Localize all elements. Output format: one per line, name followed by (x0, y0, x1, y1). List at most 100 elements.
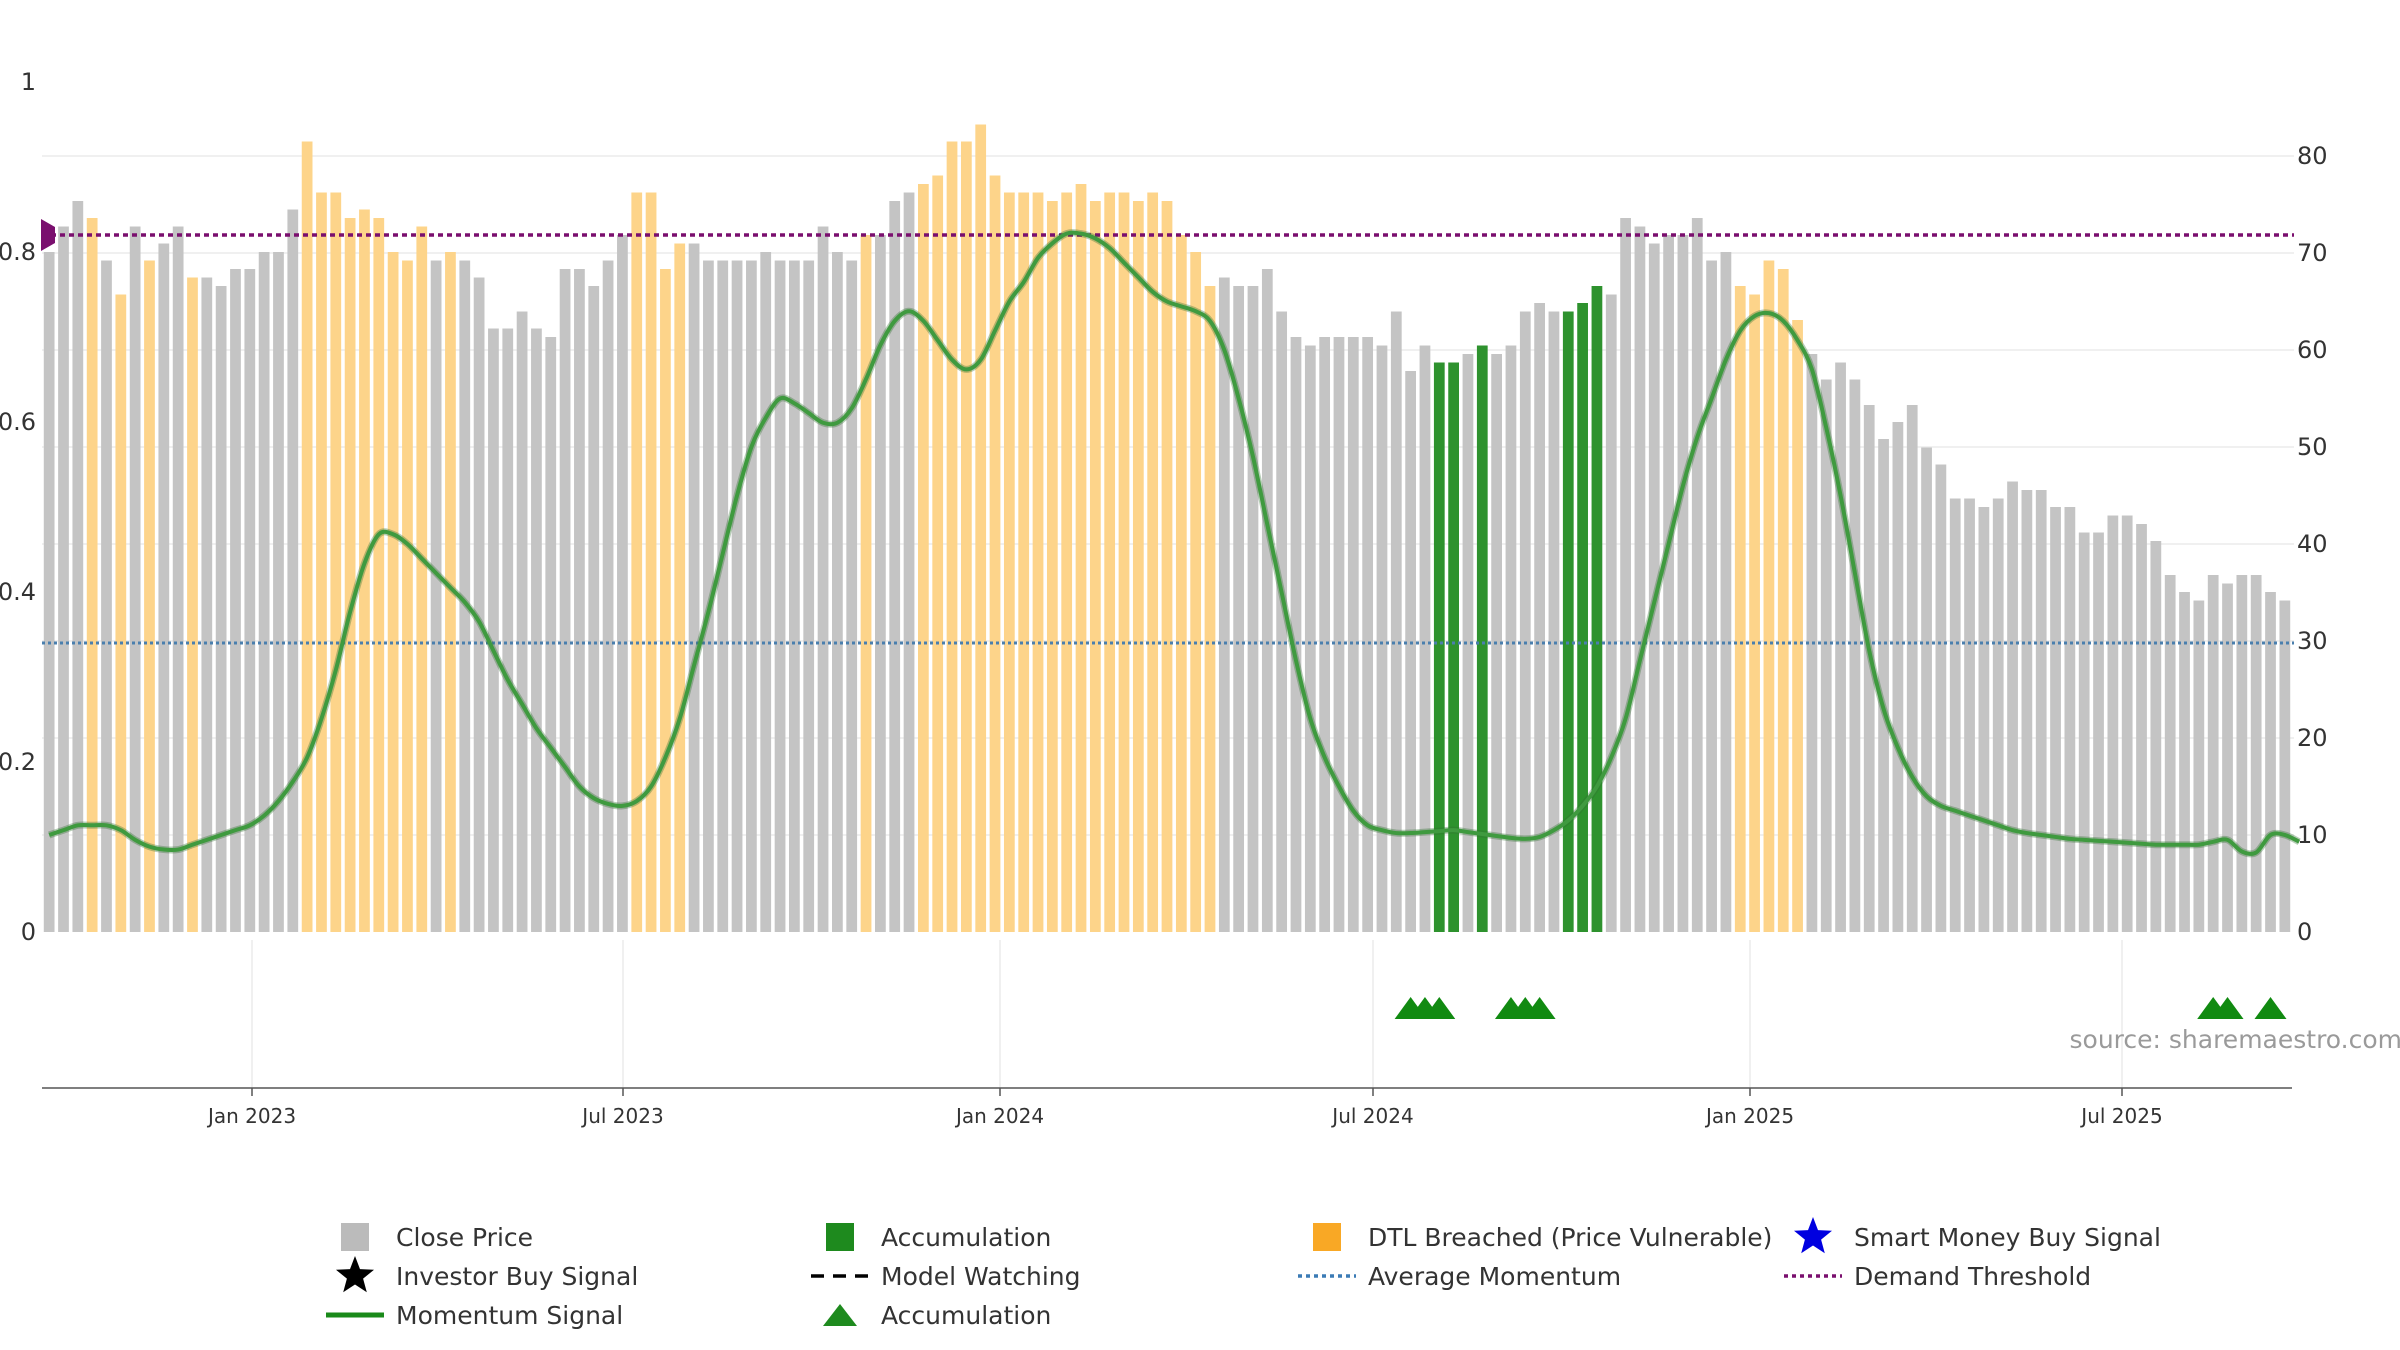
x-axis-tick: Jul 2024 (1330, 1104, 1413, 1128)
close-price-bar (1233, 286, 1245, 932)
close-price-bar (746, 260, 757, 932)
close-price-bar (473, 277, 485, 932)
left-axis-tick: 0.6 (0, 408, 36, 436)
dtl-breached-bar (1003, 192, 1015, 932)
close-price-bar (1333, 337, 1345, 932)
right-axis-tick: 50 (2297, 433, 2328, 461)
legend-label: Close Price (396, 1223, 533, 1252)
close-price-bar (774, 260, 786, 932)
close-price-bar (1921, 447, 1932, 932)
close-price-bar (2021, 490, 2033, 932)
dtl-breached-bar (1032, 192, 1044, 932)
close-price-bar (875, 235, 886, 932)
accumulation-triangle (1423, 997, 1456, 1019)
close-price-bar (58, 226, 69, 932)
x-axis-tick: Jan 2024 (954, 1104, 1044, 1128)
close-price-bar (817, 226, 829, 932)
close-price-bar (2035, 490, 2047, 932)
close-price-bar (1376, 345, 1388, 932)
close-price-bar (43, 252, 55, 932)
momentum-signal-line (48, 230, 2301, 856)
dtl-breached-bar (387, 252, 399, 932)
close-price-bar (273, 252, 284, 932)
close-price-bar (129, 226, 141, 932)
dtl-breached-bar (660, 269, 671, 932)
momentum-signal-series (48, 229, 2301, 858)
close-price-bar (531, 328, 542, 932)
close-price-bar (760, 252, 772, 932)
close-price-bar (258, 252, 270, 932)
close-price-bar (1620, 218, 1631, 932)
close-price-bar (244, 269, 256, 932)
dtl-breached-bar (1749, 294, 1760, 932)
legend-item: Close Price (341, 1223, 533, 1252)
accumulation-bar (1591, 286, 1603, 932)
dtl-breached-bar (187, 277, 198, 932)
legend-label: Accumulation (881, 1301, 1051, 1330)
close-price-bar (2050, 507, 2061, 932)
dtl-breached-bar (960, 141, 972, 932)
accumulation-bar (1476, 345, 1488, 932)
close-price-bar (1419, 345, 1431, 932)
close-price-bar (2179, 592, 2190, 932)
close-price-bar (588, 286, 600, 932)
legend-item: DTL Breached (Price Vulnerable) (1313, 1223, 1772, 1252)
close-price-bar (832, 252, 843, 932)
legend-item: Smart Money Buy Signal (1794, 1217, 2161, 1254)
close-price-bar (1949, 498, 1961, 932)
dtl-breached-bar (1075, 184, 1087, 932)
close-price-bar (1935, 464, 1947, 932)
close-price-bar (889, 201, 901, 932)
dtl-breached-bar (1161, 201, 1173, 932)
close-price-bar (559, 269, 571, 932)
dtl-breached-bar (330, 192, 342, 932)
close-price-bar (1906, 405, 1918, 932)
close-price-bar (1878, 439, 1889, 932)
dtl-breached-bar (1018, 192, 1030, 932)
close-price-bar (1548, 311, 1560, 932)
dtl-breached-bar (674, 243, 686, 932)
right-axis-tick: 20 (2297, 724, 2328, 752)
close-price-bar (2007, 481, 2018, 932)
x-axis: Jan 2023 Jul 2023 Jan 2024 Jul 2024 Jan 2025… (42, 940, 2292, 1128)
dtl-breached-bar (1046, 201, 1058, 932)
dtl-breached-bar (402, 260, 413, 932)
close-price-bar (72, 201, 84, 932)
close-price-bar (1347, 337, 1359, 932)
close-price-bar (1691, 218, 1703, 932)
close-price-bar (1648, 243, 1660, 932)
legend-label: Demand Threshold (1854, 1262, 2091, 1291)
close-price-bar (2279, 600, 2291, 932)
close-price-bar (1405, 371, 1417, 932)
legend-label: Momentum Signal (396, 1301, 623, 1330)
dtl-breached-bar (1734, 286, 1746, 932)
dtl-breached-bar (1763, 260, 1775, 932)
close-price-bar (1505, 345, 1517, 932)
accumulation-bar (1433, 362, 1445, 932)
dtl-breached-bar (359, 209, 370, 932)
legend-label: Investor Buy Signal (396, 1262, 638, 1291)
accumulation-triangle (2254, 997, 2287, 1019)
dtl-breached-bar (115, 294, 127, 932)
dtl-breached-bar (344, 218, 356, 932)
close-price-bar (2236, 575, 2248, 932)
close-price-bar (1863, 405, 1875, 932)
legend-item: Average Momentum (1298, 1262, 1621, 1291)
dtl-breached-bar (932, 175, 944, 932)
close-price-bar (1362, 337, 1374, 932)
close-price-bar (789, 260, 800, 932)
dtl-breached-bar (1175, 235, 1187, 932)
close-price-bar (1634, 226, 1646, 932)
right-axis-tick: 60 (2297, 336, 2328, 364)
close-price-bar (2136, 524, 2147, 932)
legend-label: DTL Breached (Price Vulnerable) (1368, 1223, 1772, 1252)
close-price-bar (516, 311, 528, 932)
dtl-breached-bar (1777, 269, 1789, 932)
close-price-bar (101, 260, 112, 932)
legend-item: Accumulation (823, 1301, 1051, 1330)
close-price-bar (1276, 311, 1288, 932)
close-price-bar (1892, 422, 1904, 932)
close-price-bar (2064, 507, 2076, 932)
accumulation-bar (1562, 311, 1574, 932)
